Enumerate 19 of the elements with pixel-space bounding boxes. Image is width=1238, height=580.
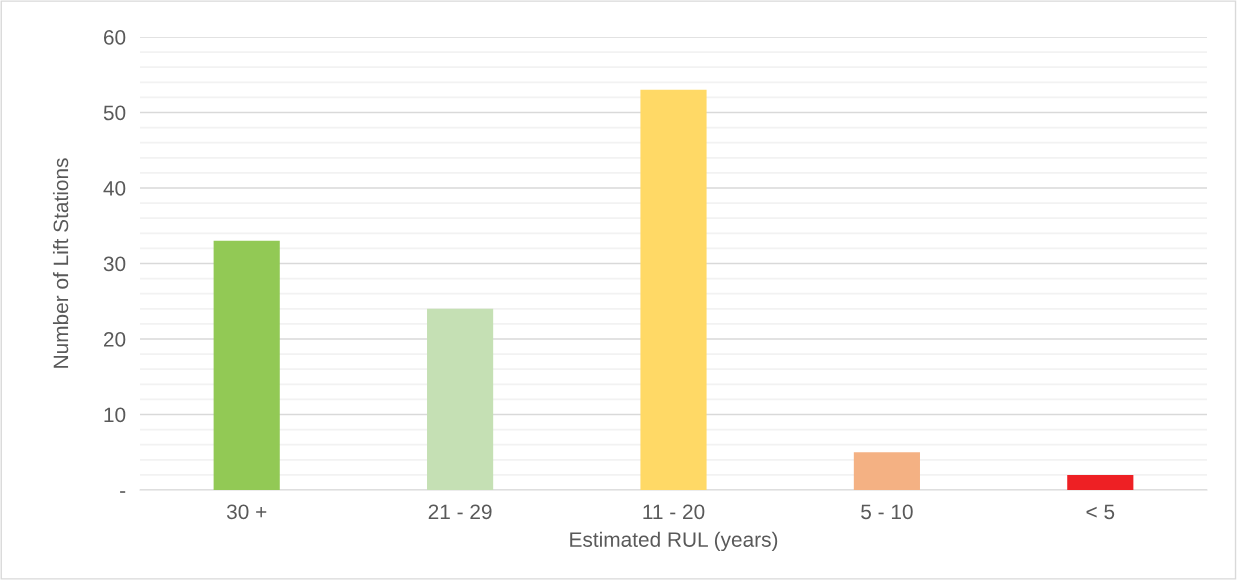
y-tick-label: 10 [104,407,126,423]
x-tick-label: < 5 [1086,504,1115,520]
x-axis-title: Estimated RUL (years) [570,531,778,552]
bar [213,240,280,490]
x-tick-label: 11 - 20 [643,504,705,520]
bar [853,452,920,490]
y-axis-title: Number of Lift Stations [52,158,69,368]
y-tick-label: 50 [103,105,126,121]
y-tick-label: 60 [104,30,126,45]
bar [1067,474,1134,490]
x-tick-label: 21 - 29 [428,504,492,520]
y-tick-label: 30 [103,256,126,272]
bar [640,89,707,490]
y-tick-label: 20 [103,332,126,347]
x-tick-label: 5 - 10 [861,504,913,520]
y-tick-label: - [120,491,126,493]
bar [427,308,494,490]
x-tick-label: 30 + [226,504,267,520]
y-tick-label: 40 [103,181,126,196]
